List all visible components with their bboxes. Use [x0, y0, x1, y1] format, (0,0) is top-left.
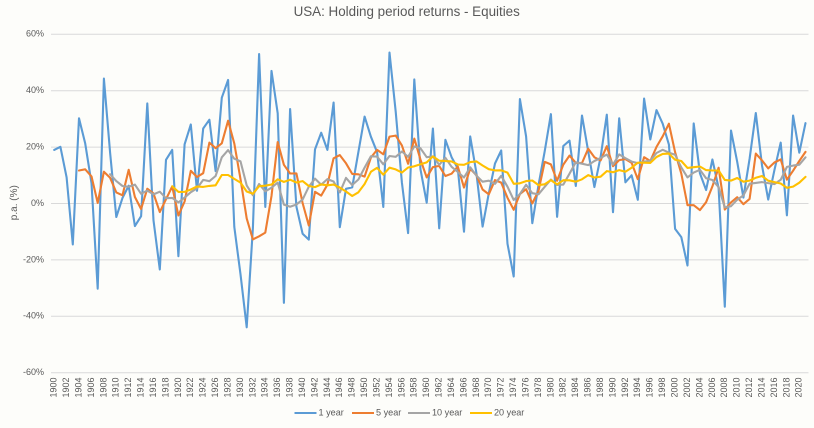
- svg-text:0%: 0%: [31, 198, 44, 208]
- svg-text:40%: 40%: [26, 85, 44, 95]
- svg-text:1920: 1920: [173, 378, 183, 398]
- svg-text:1984: 1984: [570, 378, 580, 398]
- svg-text:USA: Holding period returns -: USA: Holding period returns - Equities: [294, 4, 521, 19]
- svg-text:1986: 1986: [583, 378, 593, 398]
- svg-text:1904: 1904: [73, 378, 83, 398]
- svg-text:-60%: -60%: [23, 367, 44, 377]
- svg-text:20 year: 20 year: [494, 407, 524, 417]
- svg-text:1946: 1946: [334, 378, 344, 398]
- svg-text:1928: 1928: [222, 378, 232, 398]
- svg-text:1978: 1978: [533, 378, 543, 398]
- svg-text:1960: 1960: [421, 378, 431, 398]
- svg-text:2016: 2016: [769, 378, 779, 398]
- svg-text:1994: 1994: [632, 378, 642, 398]
- svg-text:-20%: -20%: [23, 254, 44, 264]
- svg-text:1998: 1998: [657, 378, 667, 398]
- svg-text:1940: 1940: [297, 378, 307, 398]
- svg-text:1938: 1938: [284, 378, 294, 398]
- svg-text:10 year: 10 year: [432, 407, 462, 417]
- svg-text:1964: 1964: [446, 378, 456, 398]
- svg-text:1932: 1932: [247, 378, 257, 398]
- svg-text:1974: 1974: [508, 378, 518, 398]
- svg-text:-40%: -40%: [23, 311, 44, 321]
- svg-text:1934: 1934: [260, 378, 270, 398]
- svg-text:1930: 1930: [235, 378, 245, 398]
- svg-text:1956: 1956: [396, 378, 406, 398]
- svg-text:20%: 20%: [26, 141, 44, 151]
- svg-text:60%: 60%: [26, 29, 44, 39]
- svg-text:1980: 1980: [545, 378, 555, 398]
- svg-text:2014: 2014: [756, 378, 766, 398]
- svg-text:2018: 2018: [781, 378, 791, 398]
- svg-text:1908: 1908: [98, 378, 108, 398]
- svg-text:1990: 1990: [607, 378, 617, 398]
- svg-text:1966: 1966: [458, 378, 468, 398]
- svg-text:2000: 2000: [669, 378, 679, 398]
- svg-text:1968: 1968: [471, 378, 481, 398]
- svg-text:1992: 1992: [620, 378, 630, 398]
- svg-text:1922: 1922: [185, 378, 195, 398]
- svg-text:1916: 1916: [148, 378, 158, 398]
- svg-text:1944: 1944: [322, 378, 332, 398]
- svg-text:1958: 1958: [409, 378, 419, 398]
- svg-text:1910: 1910: [111, 378, 121, 398]
- svg-text:1988: 1988: [595, 378, 605, 398]
- svg-text:1948: 1948: [347, 378, 357, 398]
- svg-text:p.a. (%): p.a. (%): [9, 185, 20, 220]
- svg-text:1902: 1902: [61, 378, 71, 398]
- svg-text:1970: 1970: [483, 378, 493, 398]
- svg-text:2012: 2012: [744, 378, 754, 398]
- svg-text:1962: 1962: [434, 378, 444, 398]
- svg-text:2008: 2008: [719, 378, 729, 398]
- svg-text:2002: 2002: [682, 378, 692, 398]
- svg-text:2020: 2020: [794, 378, 804, 398]
- svg-text:1950: 1950: [359, 378, 369, 398]
- svg-text:1982: 1982: [558, 378, 568, 398]
- svg-text:5 year: 5 year: [376, 407, 401, 417]
- svg-text:1952: 1952: [371, 378, 381, 398]
- svg-text:1914: 1914: [135, 378, 145, 398]
- svg-text:1926: 1926: [210, 378, 220, 398]
- svg-text:1936: 1936: [272, 378, 282, 398]
- svg-text:1954: 1954: [384, 378, 394, 398]
- svg-text:1 year: 1 year: [319, 407, 344, 417]
- svg-text:2006: 2006: [707, 378, 717, 398]
- svg-text:2010: 2010: [732, 378, 742, 398]
- svg-text:1912: 1912: [123, 378, 133, 398]
- svg-text:2004: 2004: [694, 378, 704, 398]
- svg-text:1924: 1924: [198, 378, 208, 398]
- svg-text:1942: 1942: [309, 378, 319, 398]
- svg-text:1918: 1918: [160, 378, 170, 398]
- svg-text:1996: 1996: [645, 378, 655, 398]
- svg-text:1976: 1976: [520, 378, 530, 398]
- svg-text:1900: 1900: [49, 378, 59, 398]
- svg-text:1906: 1906: [86, 378, 96, 398]
- svg-text:1972: 1972: [496, 378, 506, 398]
